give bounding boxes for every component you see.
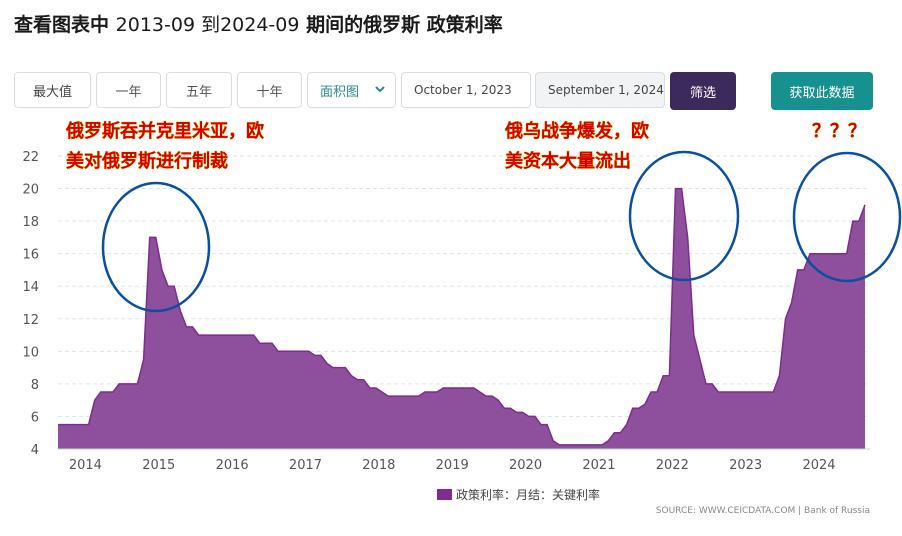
chart-type-value: 面积图: [320, 84, 360, 100]
end-date-input[interactable]: September 1, 2024: [535, 72, 665, 108]
y-tick-label: 20: [22, 183, 39, 198]
policy-rate-line: [58, 187, 866, 446]
legend-swatch: [437, 489, 452, 500]
filter-button[interactable]: 筛选: [670, 72, 736, 110]
y-tick-label: 12: [22, 313, 39, 328]
range-5y-button[interactable]: 五年: [166, 72, 232, 108]
x-tick-label: 2020: [509, 458, 542, 473]
y-tick-label: 22: [22, 150, 39, 165]
x-tick-label: 2014: [69, 458, 102, 473]
range-1y-button[interactable]: 一年: [96, 72, 161, 108]
y-tick-label: 16: [22, 248, 39, 263]
annotation-crimea: 俄罗斯吞并克里米亚，欧 美对俄罗斯进行制裁: [65, 120, 265, 173]
x-tick-label: 2017: [289, 458, 322, 473]
annotation-crimea-line1: 俄罗斯吞并克里米亚，欧: [65, 120, 264, 142]
range-max-button[interactable]: 最大值: [14, 72, 91, 108]
x-tick-label: 2024: [802, 458, 835, 473]
source-note: SOURCE: WWW.CEICDATA.COM | Bank of Russi…: [656, 506, 870, 516]
x-tick-label: 2023: [729, 458, 762, 473]
chevron-down-icon: [375, 86, 385, 93]
annotation-crimea-line2: 美对俄罗斯进行制裁: [66, 150, 228, 172]
legend-label: 政策利率：月结：关键利率: [456, 487, 600, 502]
x-tick-label: 2015: [142, 458, 175, 473]
title-main: 查看图表中: [14, 14, 110, 36]
title-tail: 期间的俄罗斯 政策利率: [306, 14, 503, 36]
y-tick-label: 18: [22, 215, 39, 230]
x-tick-label: 2022: [656, 458, 689, 473]
y-tick-label: 8: [31, 378, 39, 393]
highlight-circle-2024: [792, 151, 902, 283]
page-title: 查看图表中 2013-09 到2024-09 期间的俄罗斯 政策利率: [14, 10, 503, 37]
start-date-input[interactable]: October 1, 2023: [401, 72, 531, 108]
get-data-button[interactable]: 获取此数据: [771, 72, 873, 110]
x-tick-label: 2016: [216, 458, 249, 473]
annotation-ukraine-line2: 美资本大量流出: [505, 150, 631, 172]
highlight-circle-2014: [101, 181, 211, 313]
y-tick-label: 6: [31, 410, 39, 425]
range-10y-button[interactable]: 十年: [237, 72, 302, 108]
annotation-ukraine: 俄乌战争爆发，欧 美资本大量流出: [504, 120, 650, 173]
y-tick-label: 14: [22, 280, 39, 295]
legend: 政策利率：月结：关键利率: [437, 487, 600, 502]
y-tick-label: 4: [31, 443, 39, 458]
policy-rate-area: [58, 188, 865, 449]
title-range: 2013-09 到2024-09: [115, 14, 300, 36]
highlight-circle-2022: [628, 150, 740, 282]
x-tick-label: 2018: [362, 458, 395, 473]
chart-type-select[interactable]: 面积图: [307, 72, 396, 108]
annotation-ukraine-line1: 俄乌战争爆发，欧: [504, 120, 649, 142]
annotation-question: ？？？: [812, 121, 866, 142]
x-axis: 2014 2015 2016 2017 2018 2019 2020 2021 2022 2023…: [69, 458, 836, 473]
x-tick-label: 2021: [582, 458, 615, 473]
y-axis: 4 6 8 10 12 14 16 18 20 22: [22, 150, 39, 458]
y-tick-label: 10: [22, 345, 39, 360]
x-tick-label: 2019: [436, 458, 469, 473]
chart-toolbar: 最大值 一年 五年 十年 面积图 October 1, 2023 Septemb…: [0, 72, 902, 112]
